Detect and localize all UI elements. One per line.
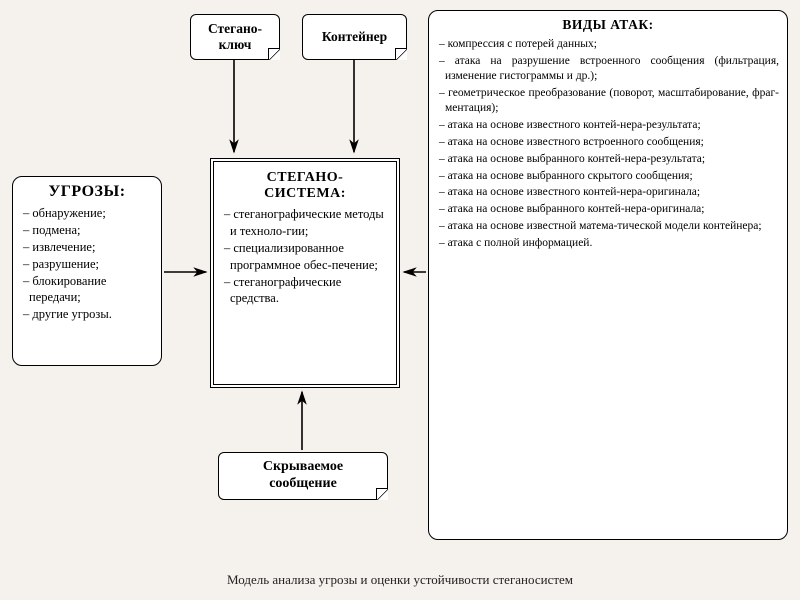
- list-item: – стеганографические методы и техноло-ги…: [230, 206, 388, 240]
- node-container: Контейнер: [302, 14, 407, 60]
- list-item: – атака на разрушение встроенного сообще…: [445, 54, 779, 84]
- list-item: – атака с полной информацией.: [445, 236, 779, 251]
- list-item: – атака на основе известной матема-тичес…: [445, 219, 779, 234]
- list-item: – атака на основе известного контей-нера…: [445, 118, 779, 133]
- fold-corner: [395, 48, 407, 60]
- hidden-msg-label: Скрываемоесообщение: [263, 459, 343, 493]
- node-center: СТЕГАНО-СИСТЕМА: – стеганографические ме…: [210, 158, 400, 388]
- list-item: – другие угрозы.: [29, 306, 153, 323]
- list-item: – компрессия с потерей данных;: [445, 37, 779, 52]
- list-item: – атака на основе известного встроенного…: [445, 135, 779, 150]
- list-item: – атака на основе известного контей-нера…: [445, 185, 779, 200]
- list-item: – стеганографические средства.: [230, 274, 388, 308]
- fold-corner: [268, 48, 280, 60]
- node-hidden-message: Скрываемоесообщение: [218, 452, 388, 500]
- node-stegokey-label: Стегано-ключ: [208, 21, 262, 53]
- list-item: – атака на основе выбранного контей-нера…: [445, 202, 779, 217]
- threats-title: УГРОЗЫ:: [21, 183, 153, 201]
- attacks-items: – компрессия с потерей данных; – атака на…: [437, 37, 779, 251]
- list-item: – атака на основе выбранного контей-нера…: [445, 152, 779, 167]
- node-container-label: Контейнер: [322, 29, 387, 45]
- list-item: – геометрическое преобразование (поворот…: [445, 86, 779, 116]
- node-threats: УГРОЗЫ: – обнаружение;– подмена;– извлеч…: [12, 176, 162, 366]
- list-item: – разрушение;: [29, 256, 153, 273]
- list-item: – подмена;: [29, 222, 153, 239]
- list-item: – блокирование передачи;: [29, 273, 153, 307]
- attacks-title: ВИДЫ АТАК:: [437, 17, 779, 33]
- center-items: – стеганографические методы и техноло-ги…: [222, 206, 388, 307]
- list-item: – специализированное программное обес-пе…: [230, 240, 388, 274]
- fold-corner: [376, 488, 388, 500]
- list-item: – извлечение;: [29, 239, 153, 256]
- diagram-caption: Модель анализа угрозы и оценки устойчиво…: [0, 572, 800, 588]
- node-stegokey: Стегано-ключ: [190, 14, 280, 60]
- list-item: – атака на основе выбранного скрытого со…: [445, 169, 779, 184]
- node-attacks: ВИДЫ АТАК: – компрессия с потерей данных…: [428, 10, 788, 540]
- list-item: – обнаружение;: [29, 205, 153, 222]
- threats-items: – обнаружение;– подмена;– извлечение;– р…: [21, 205, 153, 323]
- center-title: СТЕГАНО-СИСТЕМА:: [222, 170, 388, 202]
